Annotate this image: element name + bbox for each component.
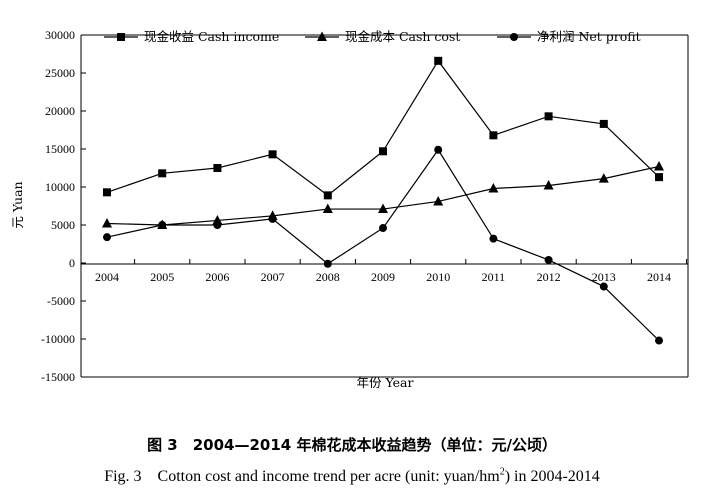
y-tick-label: 5000 (51, 218, 75, 232)
line-chart: 30000 25000 20000 15000 10000 5000 0 -5000 -1000… (10, 28, 689, 390)
legend-label: 净利润 Net profit (537, 29, 641, 44)
legend-item: 净利润 Net profit (497, 29, 641, 44)
data-point (103, 233, 111, 242)
data-point (213, 221, 222, 229)
data-point (158, 169, 167, 178)
caption-en-superscript: 2 (499, 466, 505, 478)
legend-marker (117, 33, 125, 41)
x-tick-label: 2013 (592, 270, 616, 284)
data-point (544, 255, 553, 264)
data-point (379, 147, 387, 156)
data-point (655, 173, 663, 182)
series-line (106, 148, 660, 341)
data-point (598, 173, 609, 183)
data-point (488, 183, 499, 193)
y-tick-label: -15000 (41, 370, 75, 384)
x-tick-label: 2004 (95, 270, 119, 284)
series-line (106, 165, 660, 226)
y-tick-label: 25000 (45, 66, 75, 80)
data-point (268, 214, 277, 223)
caption-en-tail: ) in 2004-2014 (504, 468, 600, 485)
data-point (433, 195, 444, 206)
legend-marker (317, 31, 327, 41)
data-point (323, 191, 332, 200)
data-point (434, 56, 443, 65)
caption-en-main: Fig. 3 Cotton cost and income trend per … (104, 468, 500, 485)
data-point (213, 164, 222, 172)
data-point (103, 188, 111, 197)
series-circle (103, 145, 663, 345)
legend-item: 现金成本 Cash cost (305, 29, 460, 44)
data-point (543, 179, 554, 190)
legend-label: 现金成本 Cash cost (345, 29, 460, 44)
data-point (655, 336, 663, 345)
data-point (489, 131, 498, 140)
data-point (544, 112, 553, 121)
data-point (654, 160, 664, 171)
series-layer (102, 56, 664, 345)
x-tick-label: 2014 (647, 270, 671, 284)
x-tick-label: 2010 (426, 270, 450, 284)
data-point (323, 259, 332, 268)
y-tick-label: 20000 (45, 104, 75, 118)
data-point (434, 145, 443, 154)
data-point (378, 203, 388, 214)
y-tick-label: -5000 (47, 294, 75, 308)
figure-caption-chinese: 图 3 2004—2014 年棉花成本收益趋势（单位：元/公顷） (147, 436, 557, 454)
data-point (102, 217, 112, 228)
chart-axes: 30000 25000 20000 15000 10000 5000 0 -5000 -1000… (41, 28, 689, 384)
legend-item: 现金收益 Cash income (104, 29, 279, 44)
data-point (599, 119, 608, 128)
y-tick-label: 10000 (45, 180, 75, 194)
figure-caption-english: Fig. 3 Cotton cost and income trend per … (0, 462, 704, 486)
x-tick-label: 2008 (316, 270, 340, 284)
x-axis-label: 年份 Year (357, 375, 414, 390)
legend-label: 现金收益 Cash income (144, 29, 279, 44)
data-point (268, 150, 277, 159)
y-tick-label: 30000 (45, 28, 75, 42)
series-square (103, 56, 663, 200)
data-point (599, 282, 608, 291)
x-tick-label: 2006 (205, 270, 229, 284)
y-tick-label: 15000 (45, 142, 75, 156)
x-tick-label: 2009 (371, 270, 395, 284)
x-tick-label: 2012 (537, 270, 561, 284)
series-line (106, 59, 660, 197)
x-tick-label: 2007 (261, 270, 285, 284)
data-point (489, 234, 498, 243)
y-tick-label: 0 (69, 256, 75, 270)
data-point (322, 203, 333, 214)
x-tick-label: 2005 (150, 270, 174, 284)
legend-marker (510, 33, 518, 41)
legend: 现金收益 Cash income 现金成本 Cash cost 净利润 Net pr… (104, 29, 641, 44)
data-point (158, 221, 167, 229)
y-axis-label: 元 Yuan (10, 181, 25, 228)
y-tick-label: -10000 (41, 332, 75, 346)
x-tick-label: 2011 (482, 270, 506, 284)
data-point (379, 224, 387, 233)
